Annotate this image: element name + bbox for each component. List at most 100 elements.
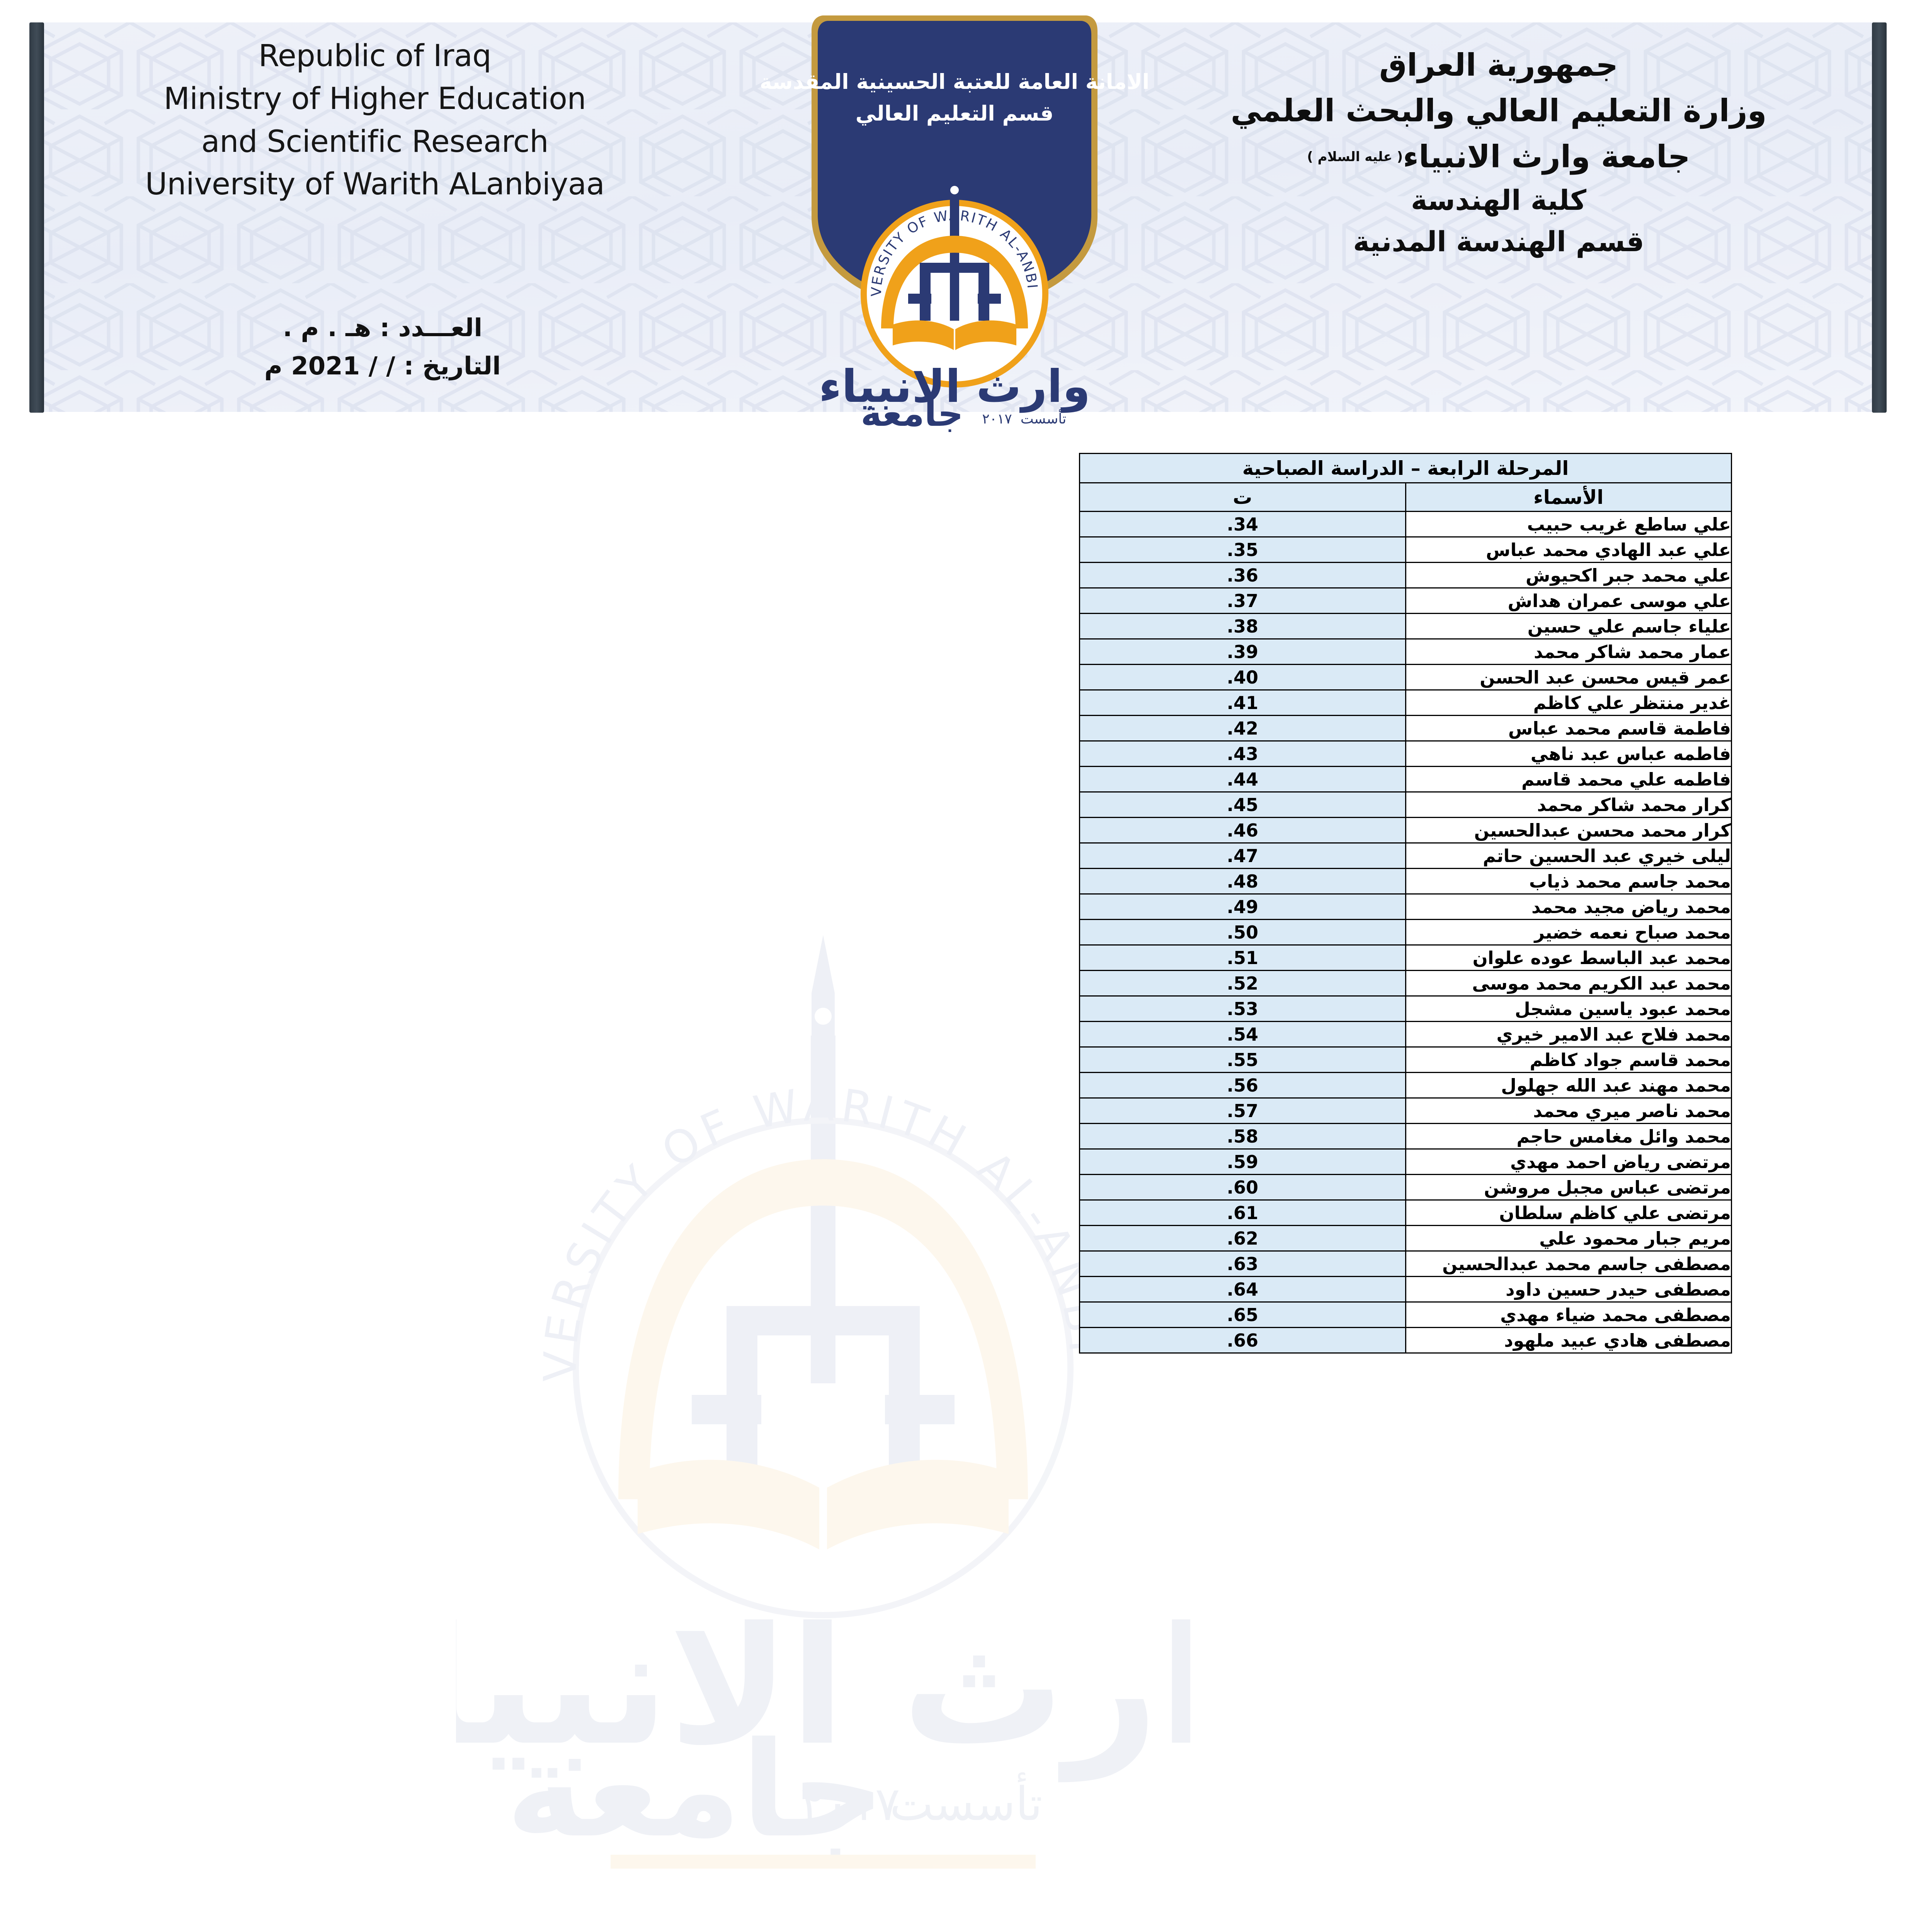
student-index-cell: .51 (1079, 944, 1406, 971)
student-name-cell: محمد رياض مجيد محمد (1405, 893, 1732, 920)
student-name-cell: مريم جبار محمود علي (1405, 1225, 1732, 1252)
student-name-cell: علي موسى عمران هداش (1405, 587, 1732, 614)
table-row: محمد صباح نعمه خضير .50 (1079, 919, 1732, 946)
student-name-cell: علي عبد الهادي محمد عباس (1405, 536, 1732, 563)
student-name-cell: عمر قيس محسن عبد الحسن (1405, 664, 1732, 690)
student-name-cell: مصطفى حيدر حسين داود (1405, 1276, 1732, 1303)
student-index-cell: .53 (1079, 995, 1406, 1022)
student-index-cell: .40 (1079, 664, 1406, 690)
student-name-cell: محمد مهند عبد الله جهلول (1405, 1072, 1732, 1099)
student-index-cell: .59 (1079, 1148, 1406, 1175)
table-row: علياء جاسم علي حسين .38 (1079, 613, 1732, 639)
table-row: مريم جبار محمود علي .62 (1079, 1225, 1732, 1252)
table-row: مرتضى علي كاظم سلطان .61 (1079, 1199, 1732, 1226)
watermark-circle-text: UNIVERSITY OF WARITH AL-ANBIYA'A (456, 920, 1112, 1382)
header-ar-line-4: كلية الهندسة (1411, 184, 1587, 217)
student-index-cell: .46 (1079, 817, 1406, 844)
student-name-cell: علي محمد جبر اكحيوش (1405, 562, 1732, 588)
student-index-cell: .52 (1079, 970, 1406, 997)
header-en-line-2: Ministry of Higher Education (163, 81, 586, 116)
student-index-cell: .54 (1079, 1021, 1406, 1048)
student-index-cell: .34 (1079, 511, 1406, 537)
table-row: فاطمه علي محمد قاسم .44 (1079, 766, 1732, 793)
header-ar-line-2: وزارة التعليم العالي والبحث العلمي (1230, 93, 1767, 129)
student-name-cell: غدير منتظر علي كاظم (1405, 689, 1732, 716)
student-index-cell: .60 (1079, 1174, 1406, 1201)
header-english-block: Republic of Iraq Ministry of Higher Educ… (46, 35, 703, 206)
student-name-cell: كرار محمد محسن عبدالحسين (1405, 817, 1732, 844)
student-index-cell: .66 (1079, 1327, 1406, 1354)
header-ar-line-1: جمهورية العراق (1379, 47, 1618, 83)
watermark-arabic: وارث الانبياء (456, 1592, 1190, 1783)
table-row: ليلى خيري عبد الحسين حاتم .47 (1079, 842, 1732, 869)
header-ar-honorific: ( عليه السلام ) (1307, 149, 1403, 165)
student-name-cell: محمد عبد الكريم محمد موسى (1405, 970, 1732, 997)
header-edge-right (1872, 22, 1887, 413)
header-ar-line-3: جامعة وارث الانبياء( عليه السلام ) (1155, 134, 1843, 180)
student-index-cell: .63 (1079, 1250, 1406, 1277)
student-index-cell: .35 (1079, 536, 1406, 563)
student-name-cell: محمد صباح نعمه خضير (1405, 919, 1732, 946)
student-index-cell: .62 (1079, 1225, 1406, 1252)
emblem-logo-arabic: وارث الانبياء (819, 361, 1091, 413)
student-name-cell: علياء جاسم علي حسين (1405, 613, 1732, 639)
svg-text:UNIVERSITY OF WARITH AL-ANBIYA: UNIVERSITY OF WARITH AL-ANBIYA'A (456, 920, 1112, 1382)
student-name-cell: محمد وائل مغامس حاجم (1405, 1123, 1732, 1150)
student-index-cell: .42 (1079, 715, 1406, 742)
table-row: علي محمد جبر اكحيوش .36 (1079, 562, 1732, 588)
student-index-cell: .38 (1079, 613, 1406, 639)
emblem-founded-year: ٢٠١٧ (982, 411, 1012, 427)
table-row: محمد قاسم جواد كاظم .55 (1079, 1046, 1732, 1073)
table-row: مرتضى عباس مجبل مروشن .60 (1079, 1174, 1732, 1201)
table-row: محمد فلاح عبد الامير خيري .54 (1079, 1021, 1732, 1048)
column-header-names: الأسماء (1405, 482, 1732, 512)
student-name-cell: محمد فلاح عبد الامير خيري (1405, 1021, 1732, 1048)
student-name-cell: فاطمه علي محمد قاسم (1405, 766, 1732, 793)
watermark-jamia: جامعة (506, 1714, 885, 1867)
column-header-index: ت (1079, 482, 1406, 512)
table-row: محمد عبد الباسط عوده علوان .51 (1079, 944, 1732, 971)
student-roster-table: المرحلة الرابعة – الدراسة الصباحية الأسم… (1079, 453, 1732, 1354)
header-reference-fields: العـــدد : هـ . م . التاريخ : / / 2021 م (81, 309, 684, 386)
table-row: علي عبد الهادي محمد عباس .35 (1079, 536, 1732, 563)
roster-table-container: المرحلة الرابعة – الدراسة الصباحية الأسم… (1079, 453, 1732, 1354)
table-row: محمد رياض مجيد محمد .49 (1079, 893, 1732, 920)
student-index-cell: .49 (1079, 893, 1406, 920)
table-column-header-row: الأسماء ت (1079, 482, 1732, 512)
table-row: مصطفى حيدر حسين داود .64 (1079, 1276, 1732, 1303)
table-row: عمر قيس محسن عبد الحسن .40 (1079, 664, 1732, 690)
table-row: كرار محمد شاكر محمد .45 (1079, 791, 1732, 818)
student-index-cell: .44 (1079, 766, 1406, 793)
table-row: علي ساطع غريب حبيب .34 (1079, 511, 1732, 537)
student-name-cell: كرار محمد شاكر محمد (1405, 791, 1732, 818)
roster-body: علي ساطع غريب حبيب .34 علي عبد الهادي محمد… (1079, 511, 1732, 1354)
table-row: فاطمه عباس عبد ناهي .43 (1079, 740, 1732, 767)
table-title-row: المرحلة الرابعة – الدراسة الصباحية (1079, 453, 1732, 483)
student-index-cell: .64 (1079, 1276, 1406, 1303)
watermark-year: ٢٠١٧ (800, 1777, 900, 1831)
emblem-jamia: جامعة (861, 393, 963, 433)
table-row: مصطفى محمد ضياء مهدي .65 (1079, 1301, 1732, 1328)
header-ar-university: جامعة وارث الانبياء (1403, 138, 1690, 175)
student-index-cell: .56 (1079, 1072, 1406, 1099)
header-number-field: العـــدد : هـ . م . (282, 314, 483, 342)
header-edge-left (29, 22, 44, 413)
student-name-cell: عمار محمد شاكر محمد (1405, 638, 1732, 665)
student-name-cell: مصطفى هادي عبيد ملهود (1405, 1327, 1732, 1354)
student-index-cell: .58 (1079, 1123, 1406, 1150)
table-row: غدير منتظر علي كاظم .41 (1079, 689, 1732, 716)
student-name-cell: مرتضى عباس مجبل مروشن (1405, 1174, 1732, 1201)
student-index-cell: .48 (1079, 868, 1406, 895)
student-name-cell: محمد عبد الباسط عوده علوان (1405, 944, 1732, 971)
table-row: محمد عبود ياسين مشجل .53 (1079, 995, 1732, 1022)
table-row: كرار محمد محسن عبدالحسين .46 (1079, 817, 1732, 844)
student-index-cell: .41 (1079, 689, 1406, 716)
student-index-cell: .57 (1079, 1097, 1406, 1124)
table-row: مرتضى رياض احمد مهدي .59 (1079, 1148, 1732, 1175)
emblem-shield-line-1: الامانة العامة للعتبة الحسينية المقدسة (760, 70, 1149, 94)
student-name-cell: مرتضى رياض احمد مهدي (1405, 1148, 1732, 1175)
student-name-cell: محمد ناصر ميري محمد (1405, 1097, 1732, 1124)
student-name-cell: محمد جاسم محمد ذياب (1405, 868, 1732, 895)
emblem-founded-label: تأسست (1021, 409, 1067, 427)
university-emblem: الامانة العامة للعتبة الحسينية المقدسة ق… (727, 15, 1149, 433)
